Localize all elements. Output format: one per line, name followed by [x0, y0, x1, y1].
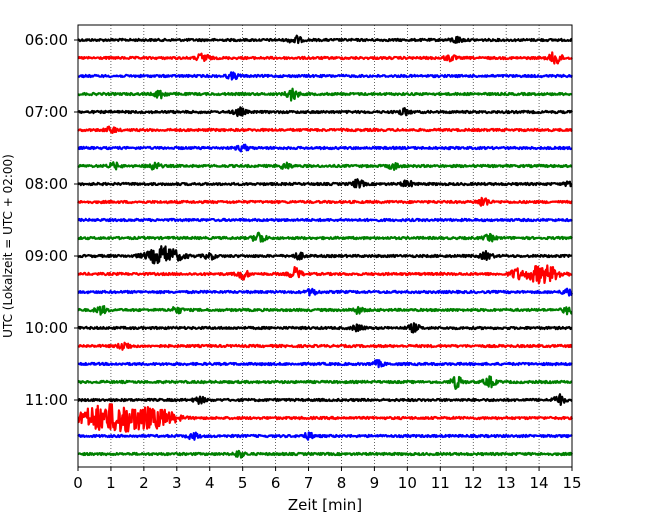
y-tick-label: 09:00: [25, 247, 68, 265]
trace-0730: [77, 143, 573, 153]
x-tick-label: 13: [497, 474, 516, 492]
x-tick-label: 2: [139, 474, 149, 492]
x-tick-label: 12: [464, 474, 483, 492]
x-tick-label: 7: [304, 474, 314, 492]
trace-1115: [77, 403, 574, 433]
trace-0930: [77, 287, 574, 297]
trace-1015: [77, 341, 573, 351]
y-tick-label: 11:00: [25, 391, 68, 409]
trace-0815: [77, 196, 573, 207]
trace-0615: [77, 51, 573, 65]
trace-0715: [77, 125, 573, 134]
y-tick-label: 10:00: [25, 319, 68, 337]
y-tick-layer: 06:00 07:00 08:00 09:00 10:00 11:00: [25, 31, 78, 409]
x-tick-label: 3: [172, 474, 182, 492]
x-tick-label: 6: [271, 474, 281, 492]
x-tick-layer: 0 1 2 3 4 5 6 7 8 9 10 11 12 13 14 15: [73, 467, 582, 492]
y-tick-label: 07:00: [25, 103, 68, 121]
y-axis-title: UTC (Lokalzeit = UTC + 02:00): [1, 154, 15, 338]
trace-0700: [77, 106, 573, 118]
x-tick-label: 9: [370, 474, 380, 492]
x-tick-label: 1: [106, 474, 116, 492]
trace-0915: [77, 264, 573, 285]
trace-0630: [77, 71, 573, 81]
plot-frame: [77, 24, 573, 468]
x-axis-title: Zeit [min]: [288, 496, 362, 514]
trace-0900: [77, 245, 573, 265]
trace-1100: [77, 393, 573, 407]
trace-1045: [77, 375, 573, 390]
x-tick-label: 10: [398, 474, 417, 492]
trace-layer: [77, 34, 574, 459]
trace-1130: [77, 431, 573, 441]
x-tick-label: 11: [431, 474, 450, 492]
x-tick-label: 4: [205, 474, 215, 492]
trace-0800: [77, 178, 573, 189]
x-tick-label: 15: [562, 474, 581, 492]
y-tick-label: 08:00: [25, 175, 68, 193]
trace-0830: [77, 217, 573, 223]
y-tick-label: 06:00: [25, 31, 68, 49]
x-tick-label: 14: [530, 474, 549, 492]
trace-1000: [77, 322, 573, 334]
trace-0845: [77, 231, 573, 243]
x-tick-label: 8: [337, 474, 347, 492]
x-tick-label: 0: [73, 474, 83, 492]
trace-0745: [77, 161, 573, 171]
trace-0645: [77, 87, 573, 102]
trace-1145: [77, 449, 573, 459]
trace-0945: [77, 304, 573, 316]
trace-0600: [77, 34, 573, 45]
trace-1030: [77, 359, 573, 369]
x-tick-label: 5: [238, 474, 248, 492]
